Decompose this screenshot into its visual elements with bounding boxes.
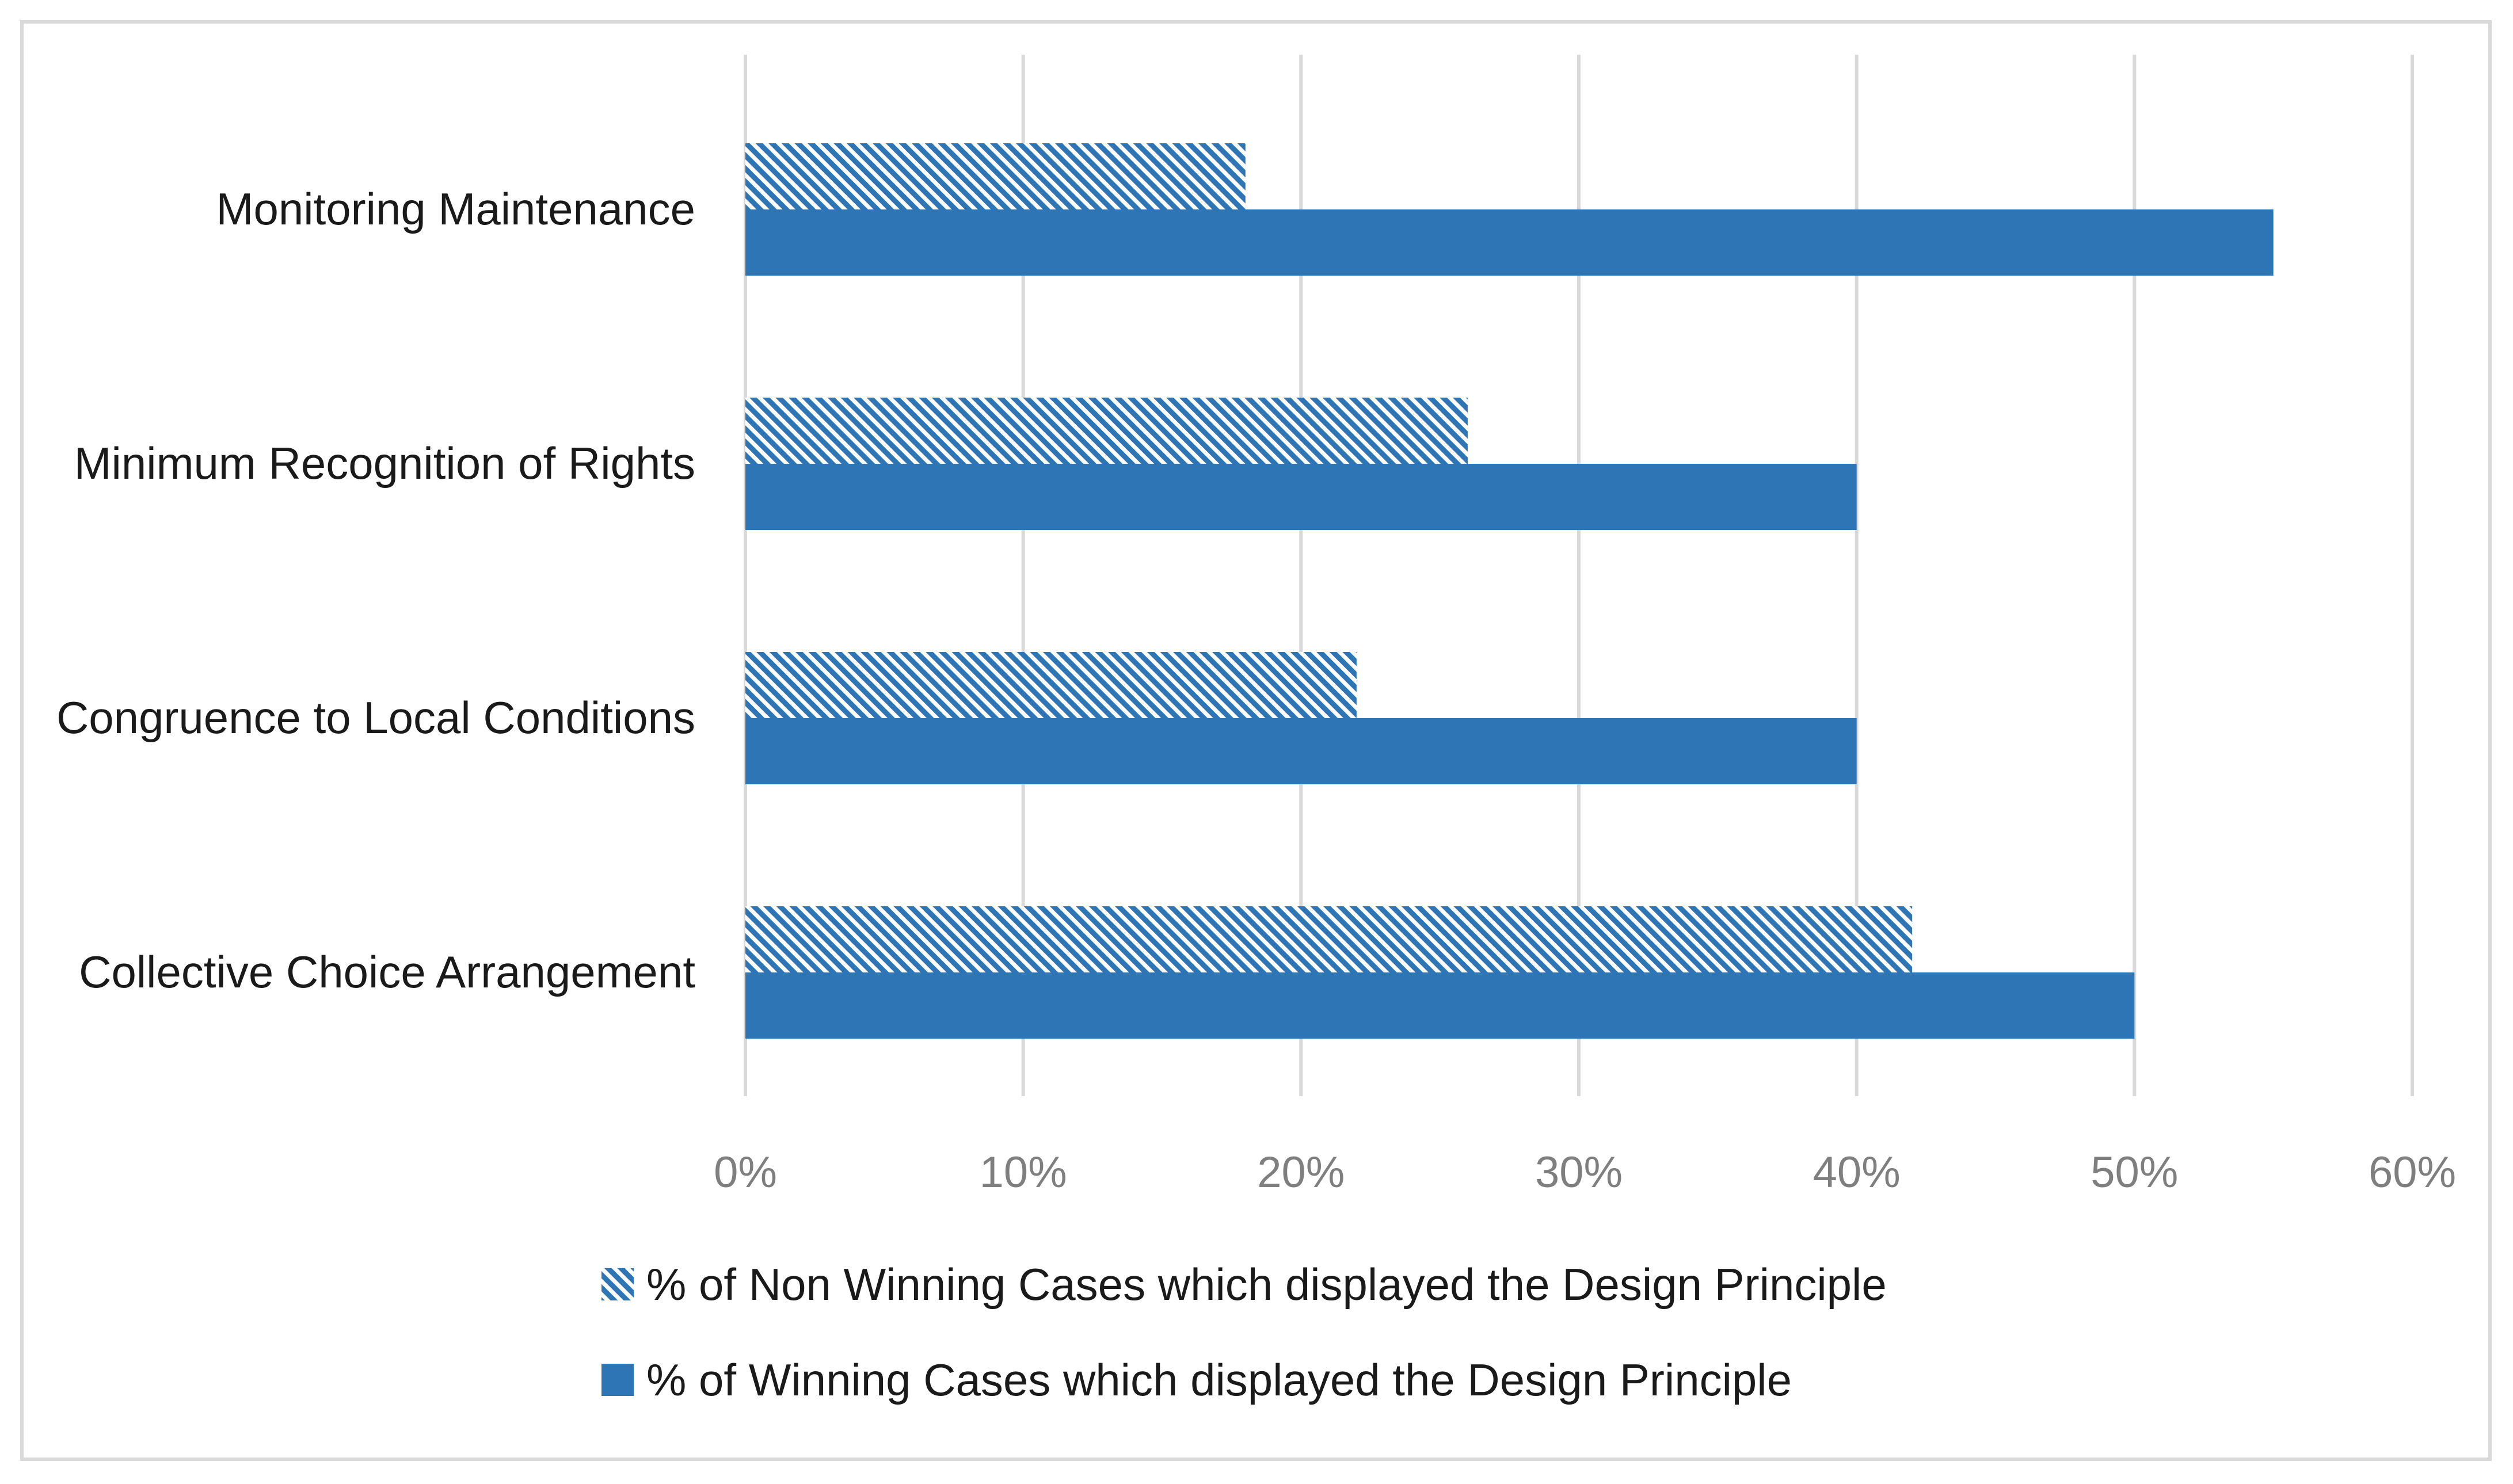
legend: % of Non Winning Cases which displayed t… (601, 1259, 1887, 1405)
bar-non-winning (745, 143, 1246, 209)
x-tick-label: 60% (2369, 1148, 2456, 1197)
category-labels: Monitoring Maintenance Minimum Recognitio… (56, 184, 695, 997)
x-tick-label: 10% (980, 1148, 1067, 1197)
bar-non-winning (745, 906, 1913, 972)
bar-winning (745, 718, 1857, 784)
category-label: Congruence to Local Conditions (56, 692, 695, 743)
bar-winning (745, 464, 1857, 530)
x-axis-ticks: 0% 10% 20% 30% 40% 50% 60% (714, 1148, 2456, 1197)
bar-non-winning (745, 398, 1468, 464)
bar-non-winning (745, 652, 1357, 718)
category-label: Minimum Recognition of Rights (74, 438, 695, 489)
legend-swatch-hatched (601, 1268, 634, 1300)
legend-label: % of Winning Cases which displayed the D… (646, 1355, 1792, 1405)
x-tick-label: 40% (1813, 1148, 1901, 1197)
x-tick-label: 50% (2091, 1148, 2178, 1197)
bar-winning (745, 972, 2135, 1039)
bars (745, 143, 2274, 1039)
category-label: Collective Choice Arrangement (79, 947, 695, 997)
legend-label: % of Non Winning Cases which displayed t… (646, 1259, 1887, 1310)
legend-swatch-solid (601, 1364, 634, 1396)
x-tick-label: 30% (1535, 1148, 1623, 1197)
category-label: Monitoring Maintenance (216, 184, 695, 234)
x-tick-label: 20% (1257, 1148, 1345, 1197)
bar-winning (745, 209, 2274, 276)
x-tick-label: 0% (714, 1148, 777, 1197)
